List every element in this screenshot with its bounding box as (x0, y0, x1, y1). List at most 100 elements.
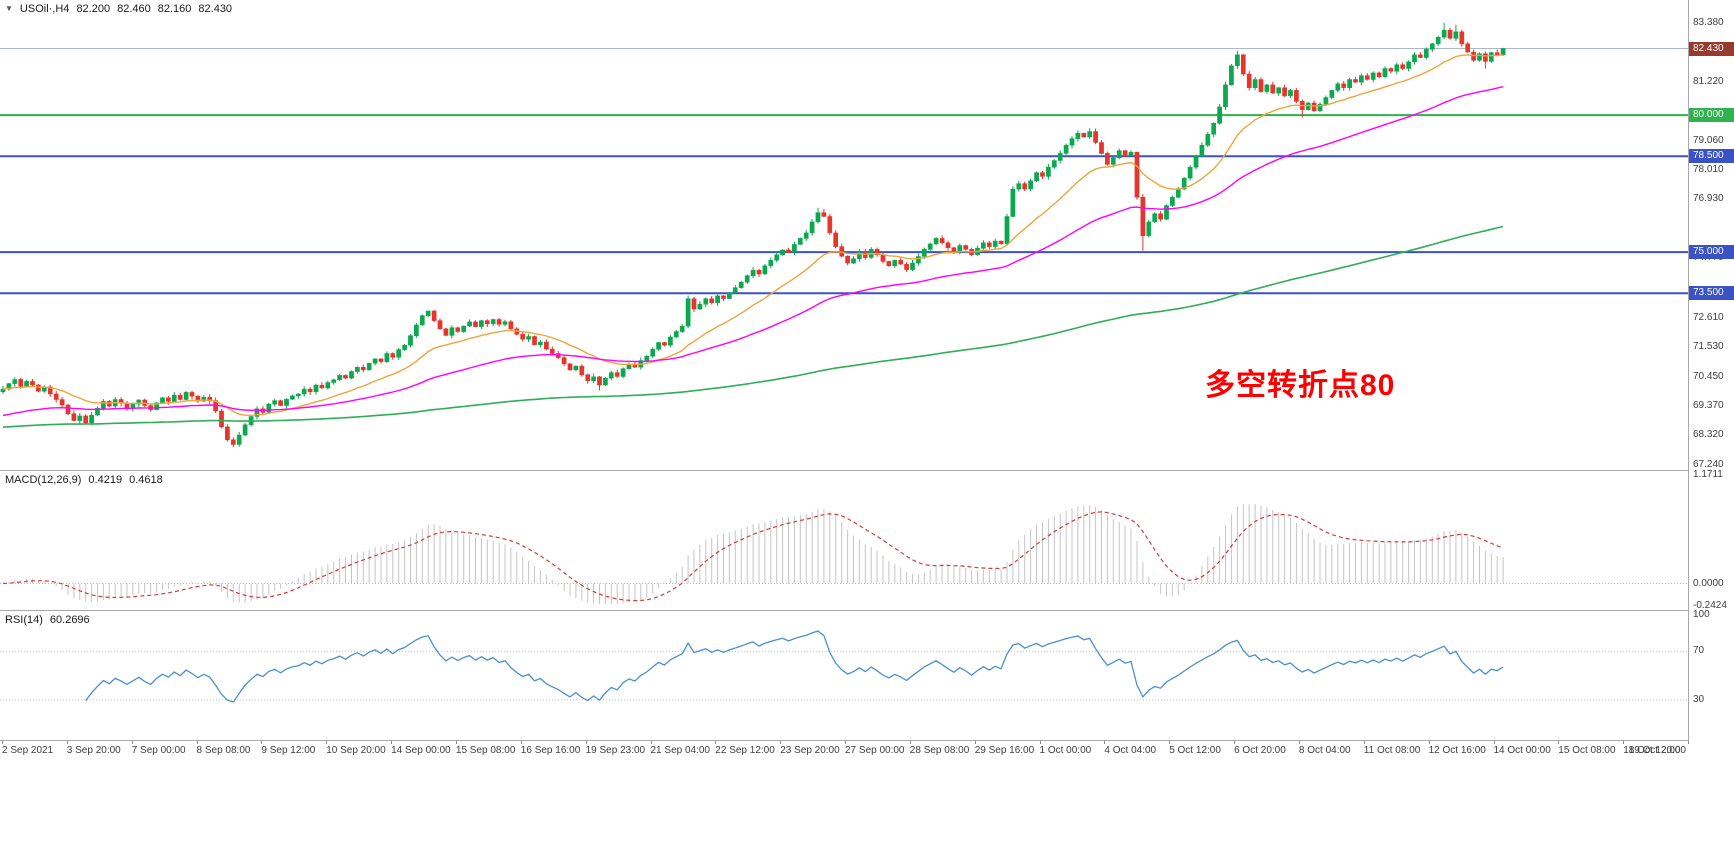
time-label: 22 Sep 12:00 (715, 745, 775, 756)
time-label: 28 Sep 08:00 (909, 745, 970, 756)
price-pane[interactable] (0, 0, 1688, 470)
price-axis[interactable]: 83.38081.22079.06078.01076.93074.77072.6… (1689, 0, 1734, 760)
price-tick-label: 79.060 (1693, 134, 1724, 146)
ohlc-close-value: 82.430 (198, 3, 233, 15)
time-tick (1493, 741, 1495, 744)
rsi-tick-label: 100 (1693, 609, 1710, 620)
pane-separator[interactable] (0, 470, 1688, 471)
rsi-tick-label: 70 (1693, 645, 1705, 657)
time-label: 11 Oct 08:00 (1363, 745, 1421, 756)
time-tick (1169, 741, 1171, 744)
pane-separator[interactable] (0, 610, 1688, 611)
price-tick-label: 69.370 (1693, 400, 1724, 412)
time-tick (2, 741, 3, 744)
rsi-indicator-label: RSI(14) (5, 614, 43, 626)
time-label: 27 Sep 00:00 (845, 745, 905, 756)
macd-signal-value: 0.4618 (129, 474, 163, 486)
time-tick (1428, 741, 1430, 744)
macd-tick-label: -0.2424 (1693, 600, 1727, 611)
time-tick (974, 741, 976, 744)
time-label: 14 Sep 00:00 (391, 745, 451, 756)
macd-main-value: 0.4219 (88, 474, 123, 486)
price-tick-label: 71.530 (1693, 341, 1724, 353)
rsi-pane-header: RSI(14) 60.2696 (5, 614, 97, 626)
time-tick (1104, 741, 1106, 744)
time-tick (845, 741, 846, 744)
symbol-timeframe-label: USOil·,H4 (19, 3, 70, 15)
time-tick (780, 741, 782, 744)
time-axis[interactable]: 2 Sep 2021 3 Sep 20:00 7 Sep 00:00 8 Sep 08… (0, 741, 1689, 761)
time-tick (909, 741, 911, 744)
price-tick-label: 76.930 (1693, 193, 1724, 205)
time-tick (1363, 741, 1365, 744)
level-price-box: 78.500 (1689, 149, 1734, 164)
ohlc-high-value: 82.460 (117, 3, 151, 15)
time-label: 9 Sep 12:00 (261, 745, 316, 756)
price-tick-label: 67.240 (1693, 458, 1724, 470)
time-tick (650, 741, 652, 744)
bid-price-box: 82.430 (1689, 41, 1734, 56)
time-label: 8 Oct 04:00 (1298, 745, 1351, 756)
ohlc-open-value: 82.200 (76, 3, 111, 15)
chart-dropdown-icon[interactable]: ▼ (5, 4, 13, 13)
time-label: 1 Oct 00:00 (1039, 745, 1092, 756)
price-tick-label: 83.380 (1693, 16, 1724, 28)
time-tick (1688, 741, 1689, 744)
time-label: 5 Oct 12:00 (1169, 745, 1221, 756)
macd-pane-header: MACD(12,26,9) 0.4219 0.4618 (5, 474, 170, 486)
time-label: 18 Oct 12:00 (1623, 745, 1681, 756)
time-label: 4 Oct 04:00 (1104, 745, 1157, 756)
pane-separator[interactable] (0, 740, 1688, 741)
time-label: 8 Sep 08:00 (196, 745, 251, 756)
time-tick (1234, 741, 1236, 744)
time-tick (196, 741, 198, 744)
rsi-value: 60.2696 (49, 614, 90, 626)
macd-indicator-label: MACD(12,26,9) (5, 474, 82, 486)
time-label: 23 Sep 20:00 (780, 745, 840, 756)
time-tick (520, 741, 522, 744)
macd-pane[interactable] (0, 471, 1688, 610)
time-tick (391, 741, 393, 744)
price-pane-header: ▼ USOil·,H4 82.200 82.460 82.160 82.430 (5, 3, 239, 15)
rsi-tick-label: 30 (1693, 693, 1705, 705)
time-label: 19 Sep 23:00 (585, 745, 646, 756)
time-tick (326, 741, 328, 744)
price-tick-label: 70.450 (1693, 370, 1724, 382)
macd-tick-label: 0.0000 (1693, 577, 1724, 589)
time-label: 10 Sep 20:00 (326, 745, 386, 756)
level-price-box: 75.000 (1689, 245, 1734, 260)
time-label: 15 Sep 08:00 (455, 745, 516, 756)
time-tick (585, 741, 587, 744)
time-label: 19 Oct 20:00 (1628, 745, 1686, 756)
time-label: 6 Oct 20:00 (1234, 745, 1286, 756)
price-tick-label: 68.320 (1693, 429, 1724, 441)
time-label: 2 Sep 2021 (2, 745, 54, 756)
price-tick-label: 81.220 (1693, 75, 1724, 87)
time-tick (1623, 741, 1625, 744)
time-label: 7 Sep 00:00 (131, 745, 186, 756)
annotation-text[interactable]: 多空转折点80 (1205, 369, 1396, 402)
time-tick (455, 741, 457, 744)
time-label: 3 Sep 20:00 (66, 745, 121, 756)
time-tick (1558, 741, 1560, 744)
time-label: 16 Sep 16:00 (520, 745, 581, 756)
time-tick (1039, 741, 1041, 744)
time-label: 21 Sep 04:00 (650, 745, 711, 756)
time-label: 12 Oct 16:00 (1428, 745, 1486, 756)
time-label: 15 Oct 08:00 (1558, 745, 1616, 756)
axis-divider (1688, 0, 1689, 741)
level-price-box: 80.000 (1689, 108, 1734, 123)
price-tick-label: 72.610 (1693, 311, 1724, 323)
price-tick-label: 78.010 (1693, 163, 1724, 175)
ohlc-low-value: 82.160 (157, 3, 192, 15)
level-price-box: 73.500 (1689, 286, 1734, 301)
time-tick (131, 741, 133, 744)
time-tick (1298, 741, 1300, 744)
time-label: 29 Sep 16:00 (974, 745, 1035, 756)
time-label: 14 Oct 00:00 (1493, 745, 1551, 756)
rsi-pane[interactable] (0, 611, 1688, 740)
time-tick (715, 741, 717, 744)
macd-tick-label: 1.1711 (1693, 469, 1723, 480)
time-tick (261, 741, 263, 744)
